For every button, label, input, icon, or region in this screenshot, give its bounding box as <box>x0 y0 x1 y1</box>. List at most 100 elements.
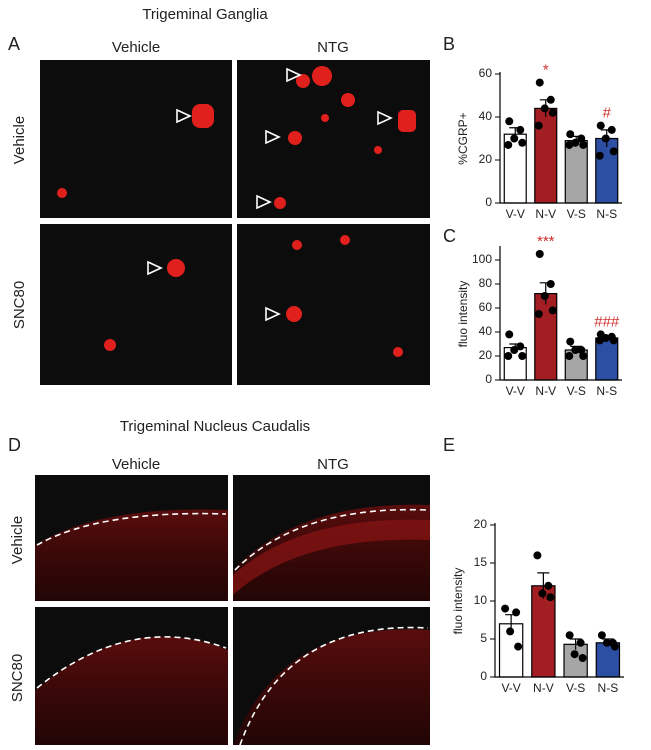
data-point <box>607 125 616 134</box>
micrograph <box>40 224 232 385</box>
panel-label: E <box>443 435 455 455</box>
data-point <box>578 654 587 662</box>
row-label: Vehicle <box>11 116 28 164</box>
column-label: Vehicle <box>112 456 160 473</box>
x-tick-label: V-V <box>506 207 525 221</box>
data-point <box>534 121 543 130</box>
panel-label: C <box>443 226 456 246</box>
x-tick-label: V-S <box>566 681 585 695</box>
data-point <box>535 250 544 258</box>
x-tick-label: N-V <box>535 207 556 221</box>
axis-line <box>499 246 622 381</box>
y-tick-label: 20 <box>474 517 488 531</box>
data-point <box>505 117 514 126</box>
y-tick-label: 5 <box>480 631 487 645</box>
data-point <box>546 95 555 104</box>
y-axis-label: fluo intensity <box>456 281 470 348</box>
data-point <box>566 337 575 346</box>
x-tick-label: V-V <box>506 384 525 398</box>
data-point <box>534 310 543 318</box>
y-tick-label: 0 <box>485 372 492 386</box>
panel-label: B <box>443 34 455 54</box>
panel-title: Trigeminal Ganglia <box>142 6 268 23</box>
data-point <box>565 140 574 149</box>
micrograph <box>35 475 228 601</box>
data-point <box>516 342 525 351</box>
data-point <box>518 352 527 360</box>
annotation: *** <box>537 233 555 250</box>
micrograph <box>233 475 430 601</box>
axis-line <box>499 72 622 204</box>
data-point <box>570 650 579 659</box>
bar <box>564 140 588 204</box>
y-tick-label: 10 <box>474 593 488 607</box>
data-point <box>535 78 544 87</box>
data-point <box>548 108 557 117</box>
data-point <box>533 551 542 560</box>
data-point <box>505 330 514 339</box>
micrograph <box>237 224 430 385</box>
y-tick-label: 15 <box>474 555 488 569</box>
data-point <box>597 631 606 640</box>
annotation: # <box>603 105 612 122</box>
data-point <box>595 151 604 160</box>
data-point <box>571 138 580 147</box>
x-tick-label: N-V <box>533 681 554 695</box>
y-tick-label: 100 <box>472 252 492 266</box>
data-point <box>596 121 605 130</box>
panel-label: D <box>8 435 21 455</box>
x-tick-label: N-V <box>535 384 556 398</box>
data-point <box>510 346 519 354</box>
data-point <box>602 638 611 647</box>
data-point <box>571 346 580 354</box>
data-point <box>514 642 523 651</box>
micrograph <box>233 607 430 746</box>
annotation: * <box>543 62 549 79</box>
data-point <box>577 134 586 143</box>
data-point <box>510 134 519 143</box>
data-point <box>506 627 515 636</box>
data-point <box>518 138 527 147</box>
data-point <box>538 589 547 598</box>
data-point <box>579 140 588 149</box>
data-point <box>610 642 619 651</box>
y-tick-label: 60 <box>479 300 493 314</box>
data-point <box>546 593 555 602</box>
panel-label: A <box>8 34 20 54</box>
x-tick-label: V-S <box>567 207 586 221</box>
data-point <box>548 306 557 315</box>
data-point <box>576 638 585 647</box>
x-tick-label: V-S <box>567 384 586 398</box>
data-point <box>595 336 604 345</box>
annotation: ### <box>594 313 620 330</box>
data-point <box>546 280 555 288</box>
y-tick-label: 0 <box>485 195 492 209</box>
data-point <box>601 134 610 143</box>
data-point <box>566 130 575 139</box>
x-tick-label: N-S <box>596 384 617 398</box>
row-label: Vehicle <box>9 516 26 564</box>
y-tick-label: 80 <box>479 276 493 290</box>
data-point <box>501 604 510 613</box>
micrograph <box>40 60 232 218</box>
data-point <box>540 104 549 113</box>
x-tick-label: N-S <box>596 207 617 221</box>
column-label: NTG <box>317 39 349 56</box>
row-label: SNC80 <box>11 281 28 329</box>
data-point <box>540 292 549 300</box>
data-point <box>504 352 513 360</box>
y-tick-label: 60 <box>479 66 493 80</box>
row-label: SNC80 <box>9 654 26 702</box>
y-tick-label: 40 <box>479 324 493 338</box>
y-axis-label: fluo intensity <box>451 568 465 635</box>
data-point <box>579 352 588 360</box>
data-point <box>504 140 513 149</box>
y-tick-label: 0 <box>480 669 487 683</box>
data-point <box>544 581 553 590</box>
x-tick-label: N-S <box>598 681 619 695</box>
column-label: Vehicle <box>112 39 160 56</box>
y-tick-label: 40 <box>479 109 493 123</box>
panel-title: Trigeminal Nucleus Caudalis <box>120 418 310 435</box>
micrograph <box>35 607 228 745</box>
